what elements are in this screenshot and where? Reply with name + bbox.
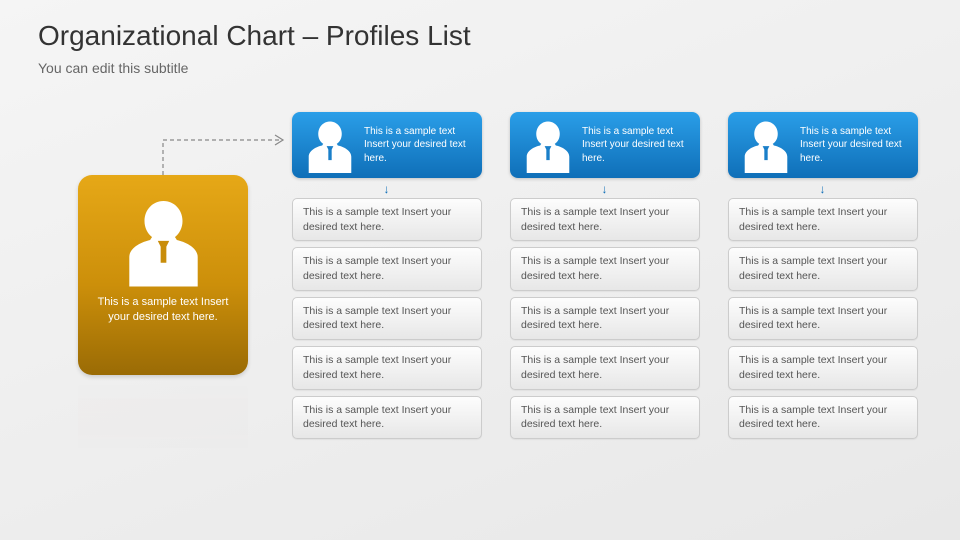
- person-icon: [116, 189, 211, 289]
- list-item: This is a sample text Insert your desire…: [728, 346, 918, 389]
- arrow-down-icon: ↓: [820, 182, 827, 196]
- profile-column: This is a sample text Insert your desire…: [292, 112, 482, 439]
- column-header-text: This is a sample text Insert your desire…: [358, 125, 472, 166]
- column-header: This is a sample text Insert your desire…: [510, 112, 700, 178]
- column-header-text: This is a sample text Insert your desire…: [794, 125, 908, 166]
- person-icon: [302, 117, 358, 173]
- arrow-down-icon: ↓: [602, 182, 609, 196]
- columns-container: This is a sample text Insert your desire…: [292, 112, 918, 439]
- list-item: This is a sample text Insert your desire…: [292, 297, 482, 340]
- page-subtitle: You can edit this subtitle: [38, 60, 188, 76]
- page-title: Organizational Chart – Profiles List: [38, 20, 471, 52]
- arrow-down-icon: ↓: [384, 182, 391, 196]
- main-profile-caption: This is a sample text Insert your desire…: [78, 289, 248, 326]
- list-item: This is a sample text Insert your desire…: [510, 346, 700, 389]
- person-icon: [520, 117, 576, 173]
- profile-column: This is a sample text Insert your desire…: [728, 112, 918, 439]
- list-item: This is a sample text Insert your desire…: [728, 198, 918, 241]
- list-item: This is a sample text Insert your desire…: [292, 198, 482, 241]
- column-items: This is a sample text Insert your desire…: [292, 198, 482, 439]
- column-header: This is a sample text Insert your desire…: [292, 112, 482, 178]
- list-item: This is a sample text Insert your desire…: [510, 396, 700, 439]
- profile-column: This is a sample text Insert your desire…: [510, 112, 700, 439]
- list-item: This is a sample text Insert your desire…: [292, 247, 482, 290]
- list-item: This is a sample text Insert your desire…: [728, 247, 918, 290]
- main-profile-card: This is a sample text Insert your desire…: [78, 175, 248, 375]
- column-header: This is a sample text Insert your desire…: [728, 112, 918, 178]
- list-item: This is a sample text Insert your desire…: [292, 346, 482, 389]
- list-item: This is a sample text Insert your desire…: [728, 396, 918, 439]
- column-items: This is a sample text Insert your desire…: [510, 198, 700, 439]
- column-items: This is a sample text Insert your desire…: [728, 198, 918, 439]
- list-item: This is a sample text Insert your desire…: [292, 396, 482, 439]
- list-item: This is a sample text Insert your desire…: [510, 297, 700, 340]
- list-item: This is a sample text Insert your desire…: [510, 198, 700, 241]
- connector-arrow: [158, 130, 288, 180]
- column-header-text: This is a sample text Insert your desire…: [576, 125, 690, 166]
- list-item: This is a sample text Insert your desire…: [510, 247, 700, 290]
- list-item: This is a sample text Insert your desire…: [728, 297, 918, 340]
- person-icon: [738, 117, 794, 173]
- main-card-reflection: [78, 375, 248, 495]
